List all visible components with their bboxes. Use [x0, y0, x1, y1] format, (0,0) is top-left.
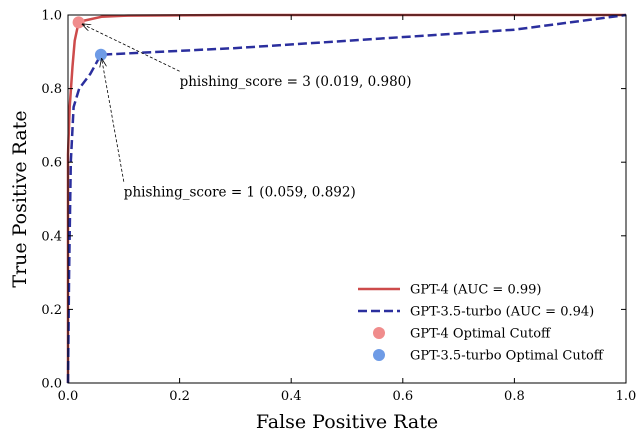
- y-axis-label: True Positive Rate: [9, 110, 31, 287]
- y-tick-label: 0.2: [41, 303, 62, 318]
- x-tick-label: 0.4: [281, 389, 302, 404]
- x-tick-label: 1.0: [616, 389, 637, 404]
- x-tick-label: 0.8: [504, 389, 525, 404]
- y-tick-label: 0.0: [41, 377, 62, 392]
- plot-area: [68, 15, 626, 383]
- y-tick-label: 0.8: [41, 82, 62, 97]
- optimal-cutoff-point-1: [94, 48, 107, 61]
- x-tick-label: 0.2: [169, 389, 190, 404]
- series-line-1: [66, 13, 627, 384]
- annotation-arrow-0: [82, 24, 180, 72]
- y-tick-label: 0.6: [41, 156, 62, 171]
- legend-entry-label: GPT-3.5-turbo Optimal Cutoff: [410, 349, 605, 364]
- legend-entry-label: GPT-3.5-turbo (AUC = 0.94): [410, 305, 594, 320]
- legend-entry-label: GPT-4 Optimal Cutoff: [410, 327, 552, 342]
- y-tick-label: 0.4: [41, 229, 62, 244]
- x-tick-label: 0.6: [392, 389, 413, 404]
- legend-swatch-marker: [373, 349, 385, 361]
- x-axis-label: False Positive Rate: [256, 411, 438, 433]
- annotation-arrow-1: [102, 59, 125, 182]
- optimal-cutoff-point-0: [72, 16, 85, 29]
- x-tick-label: 0.0: [58, 389, 79, 404]
- legend: GPT-4 (AUC = 0.99) GPT-3.5-turbo (AUC = 0…: [358, 283, 605, 364]
- plot-frame: [67, 14, 627, 384]
- annotation-label-1: phishing_score = 1 (0.059, 0.892): [124, 185, 356, 201]
- y-tick-label: 1.0: [41, 9, 62, 24]
- legend-swatch-marker: [373, 327, 385, 339]
- legend-entry-label: GPT-4 (AUC = 0.99): [410, 283, 541, 298]
- annotation-label-0: phishing_score = 3 (0.019, 0.980): [180, 74, 412, 90]
